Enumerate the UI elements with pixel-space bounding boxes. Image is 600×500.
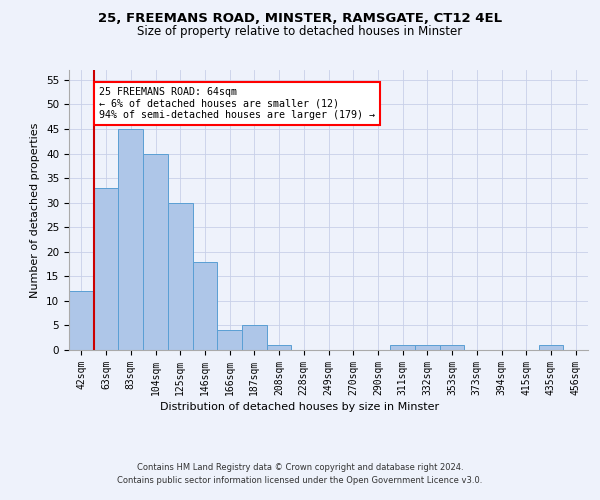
- Bar: [217, 330, 242, 350]
- Bar: [415, 345, 440, 350]
- Bar: [267, 345, 292, 350]
- Text: Distribution of detached houses by size in Minster: Distribution of detached houses by size …: [160, 402, 440, 412]
- Bar: [94, 188, 118, 350]
- Bar: [390, 345, 415, 350]
- Text: 25 FREEMANS ROAD: 64sqm
← 6% of detached houses are smaller (12)
94% of semi-det: 25 FREEMANS ROAD: 64sqm ← 6% of detached…: [98, 87, 374, 120]
- Bar: [193, 262, 217, 350]
- Bar: [143, 154, 168, 350]
- Bar: [242, 326, 267, 350]
- Text: Contains public sector information licensed under the Open Government Licence v3: Contains public sector information licen…: [118, 476, 482, 485]
- Bar: [539, 345, 563, 350]
- Bar: [168, 202, 193, 350]
- Text: Contains HM Land Registry data © Crown copyright and database right 2024.: Contains HM Land Registry data © Crown c…: [137, 462, 463, 471]
- Bar: [118, 129, 143, 350]
- Y-axis label: Number of detached properties: Number of detached properties: [31, 122, 40, 298]
- Text: Size of property relative to detached houses in Minster: Size of property relative to detached ho…: [137, 25, 463, 38]
- Bar: [69, 291, 94, 350]
- Text: 25, FREEMANS ROAD, MINSTER, RAMSGATE, CT12 4EL: 25, FREEMANS ROAD, MINSTER, RAMSGATE, CT…: [98, 12, 502, 26]
- Bar: [440, 345, 464, 350]
